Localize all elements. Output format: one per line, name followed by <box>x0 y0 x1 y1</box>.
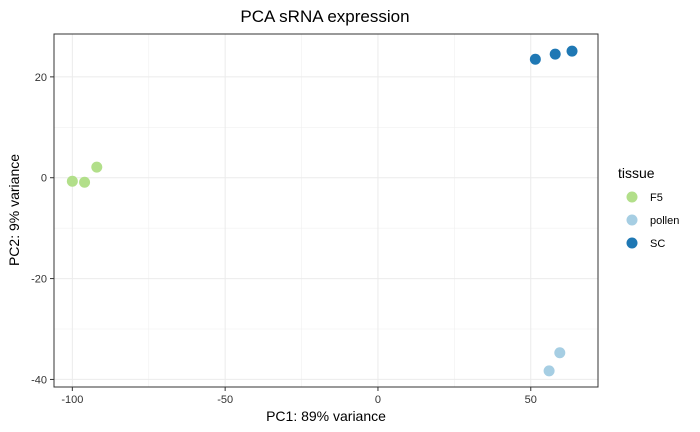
grid-lines <box>54 34 598 387</box>
legend-title: tissue <box>618 165 655 181</box>
x-tick-label: 50 <box>525 394 537 406</box>
legend: tissue F5 pollen SC <box>618 165 679 250</box>
x-tick-label: -100 <box>61 394 83 406</box>
legend-label-sc: SC <box>650 238 665 250</box>
y-tick-label: -20 <box>31 274 47 286</box>
y-axis-label: PC2: 9% variance <box>6 154 22 266</box>
y-tick-label: 0 <box>41 173 47 185</box>
plot-panel <box>54 34 598 387</box>
y-tick-label: -40 <box>31 374 47 386</box>
legend-items: F5 pollen SC <box>626 191 679 250</box>
point-sc <box>529 53 541 65</box>
chart-title: PCA sRNA expression <box>240 7 409 26</box>
legend-label-f5: F5 <box>650 192 663 204</box>
y-tick-label: 20 <box>35 72 47 84</box>
point-f5 <box>79 176 91 188</box>
x-tick-label: 0 <box>375 394 381 406</box>
point-f5 <box>91 161 103 173</box>
data-points <box>66 45 578 377</box>
legend-key-sc <box>626 237 638 249</box>
point-sc <box>566 45 578 57</box>
legend-key-pollen <box>626 214 638 226</box>
point-sc <box>549 48 561 60</box>
x-axis-ticks: -100 -50 0 50 <box>61 387 537 406</box>
point-pollen <box>554 347 566 359</box>
legend-key-f5 <box>626 191 638 203</box>
y-axis-ticks: -40 -20 0 20 <box>31 72 54 386</box>
point-pollen <box>543 365 555 377</box>
plot-panel-border <box>53 33 599 388</box>
point-f5 <box>66 175 78 187</box>
x-tick-label: -50 <box>217 394 233 406</box>
legend-label-pollen: pollen <box>650 215 679 227</box>
x-axis-label: PC1: 89% variance <box>266 408 386 424</box>
